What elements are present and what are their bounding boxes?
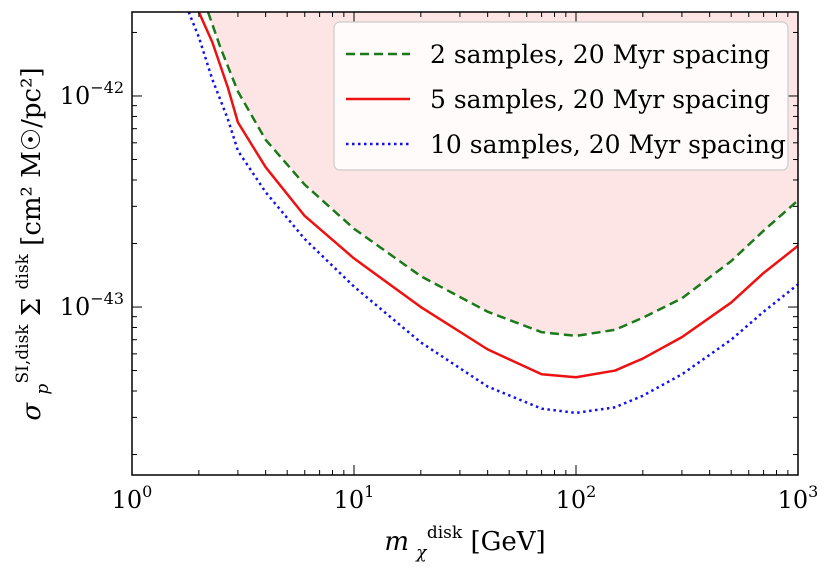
legend-label-10-samples: 10 samples, 20 Myr spacing <box>430 130 786 159</box>
legend-label-5-samples: 5 samples, 20 Myr spacing <box>430 85 770 114</box>
x-axis-label: m χ disk [GeV] <box>384 515 545 565</box>
legend-box <box>333 21 789 171</box>
series-line-5-samples <box>197 12 798 379</box>
legend: 2 samples, 20 Myr spacing 5 samples, 20 … <box>333 21 789 171</box>
series-line-2-samples <box>206 12 798 338</box>
x-tick-label: 103 <box>778 482 819 514</box>
x-tick-label: 101 <box>334 482 375 514</box>
x-tick-label: 100 <box>112 482 153 514</box>
x-tick-label: 102 <box>556 482 597 514</box>
plot-frame <box>131 11 799 476</box>
y-axis-label: σ p SI,disk Σ disk [cm² M☉/pc²] <box>5 67 55 420</box>
y-tick-label: 10−43 <box>60 289 124 321</box>
y-tick-label: 10−42 <box>60 78 124 110</box>
legend-label-2-samples: 2 samples, 20 Myr spacing <box>430 40 770 69</box>
